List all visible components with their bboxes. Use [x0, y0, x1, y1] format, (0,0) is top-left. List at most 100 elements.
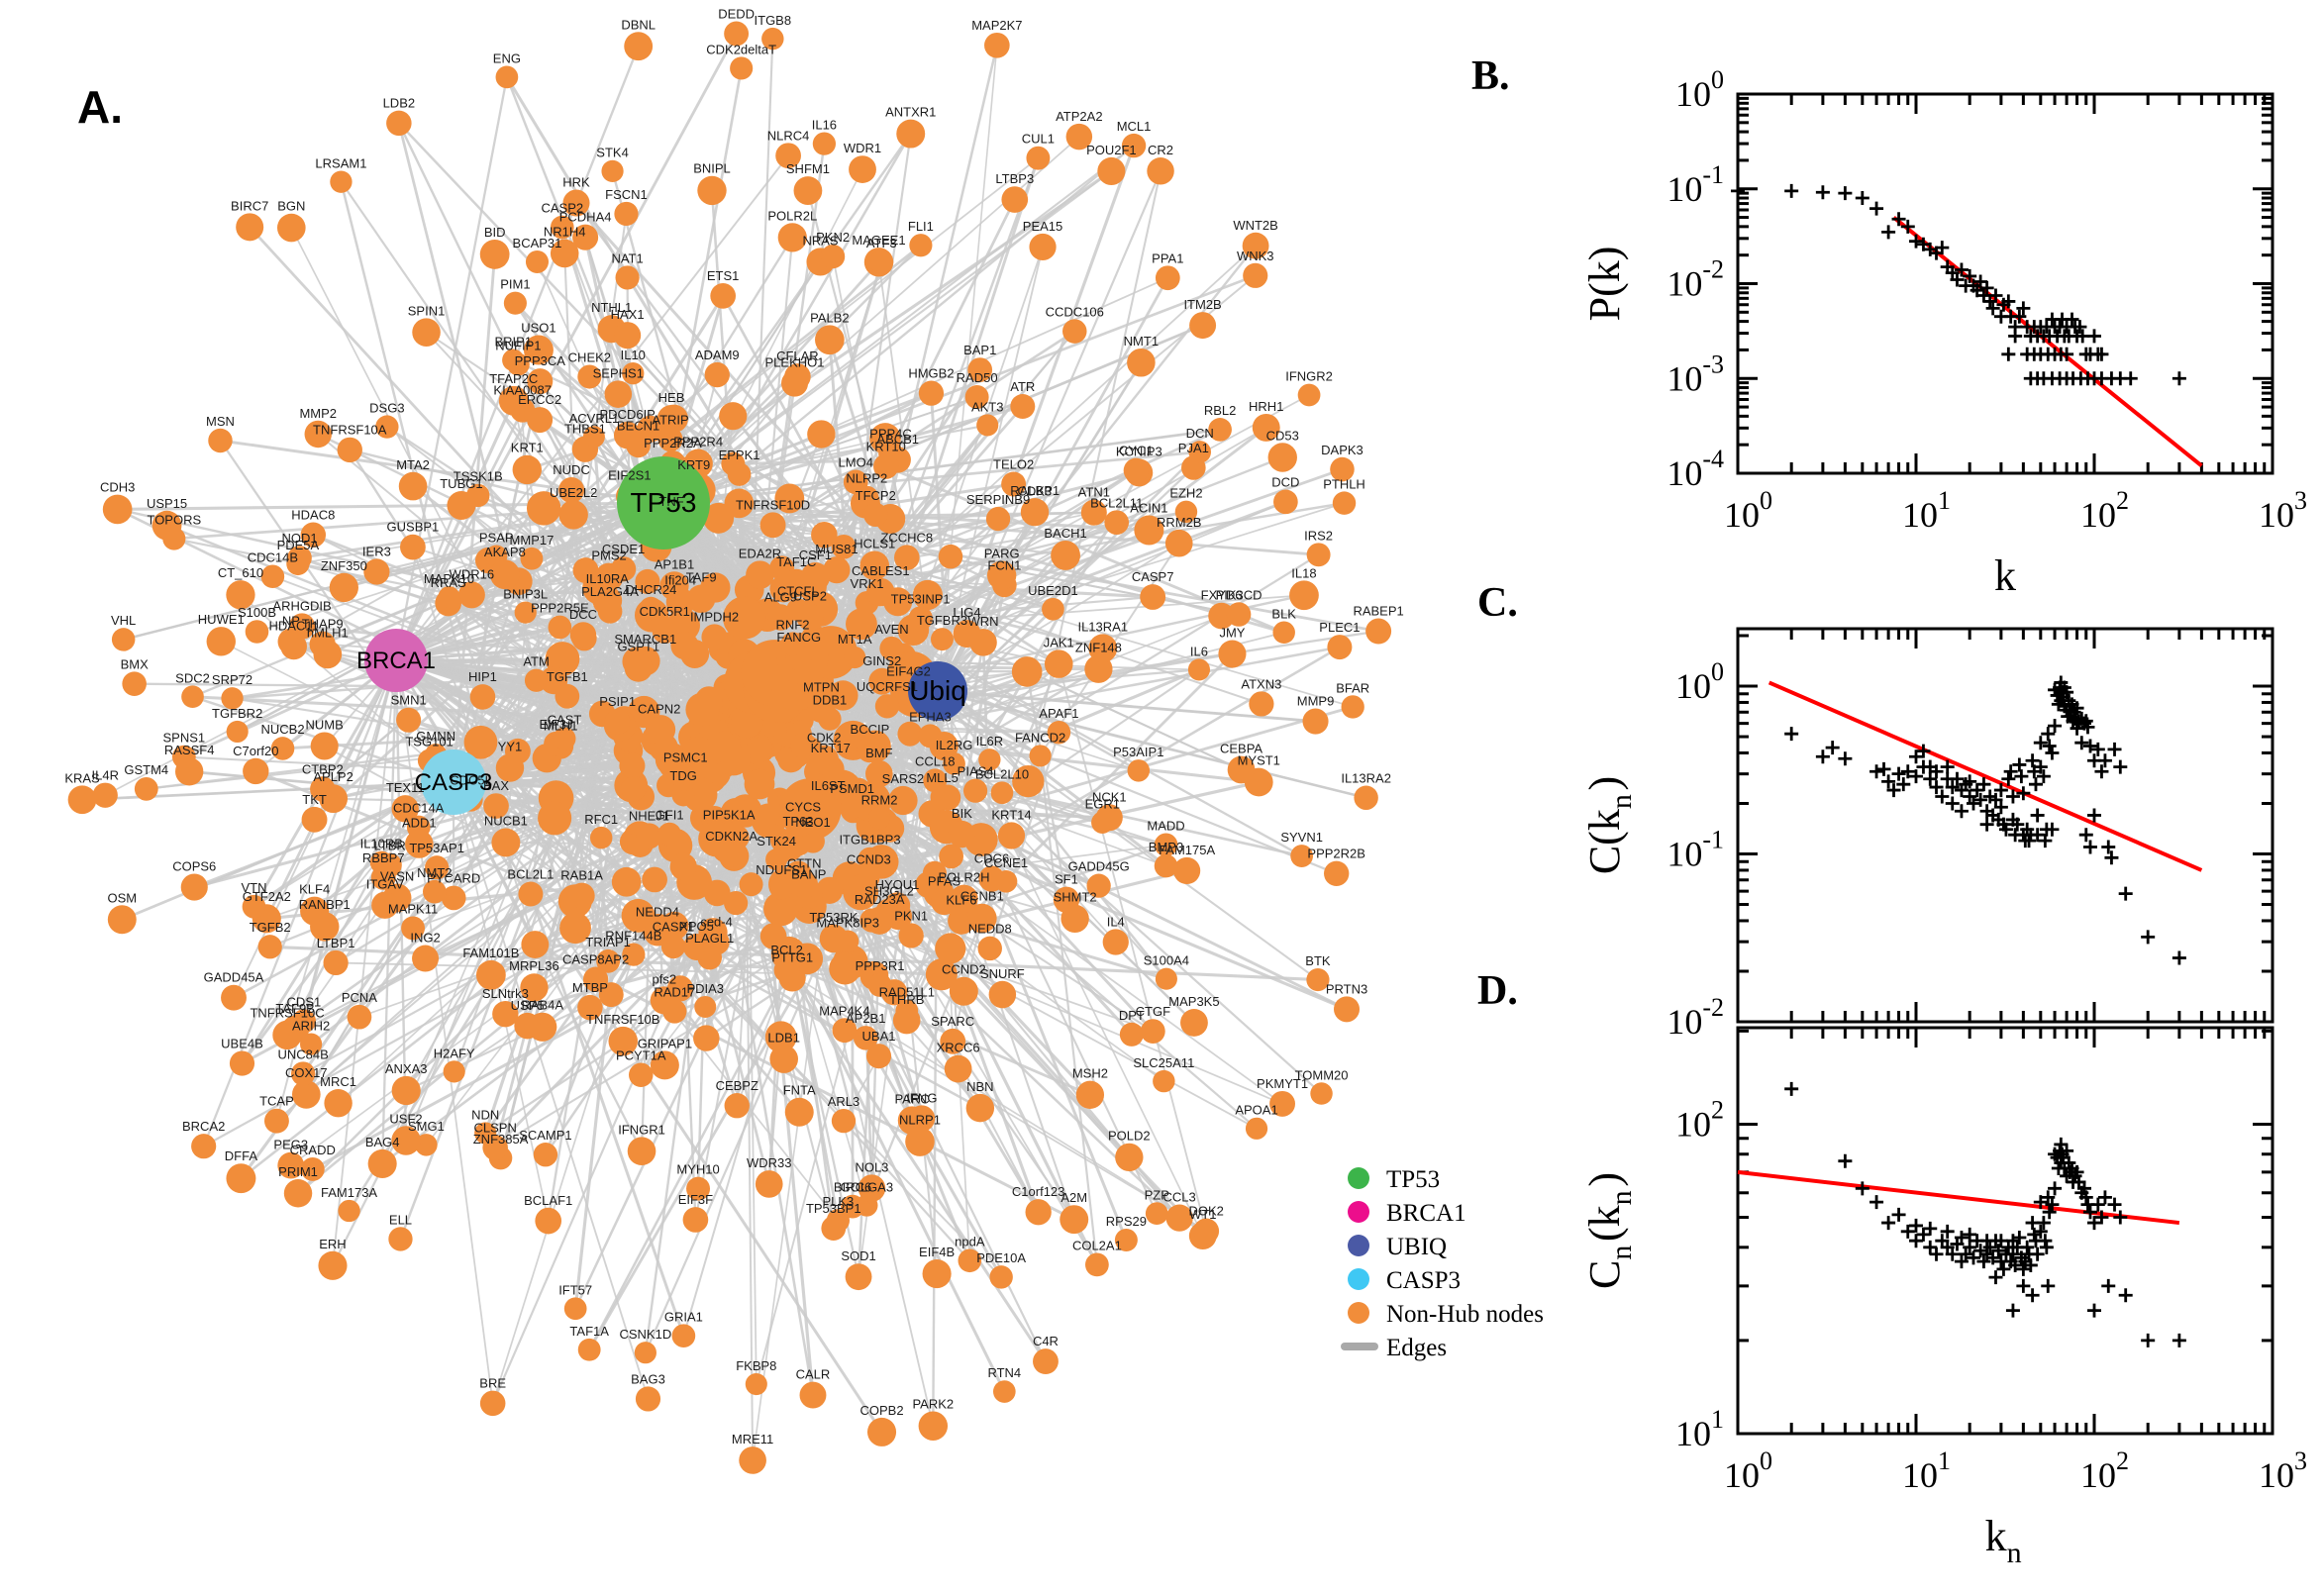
network-node: [1290, 845, 1314, 867]
node-label: IFNG: [906, 1090, 937, 1105]
network-node: [1297, 383, 1321, 407]
network-node: [858, 866, 880, 889]
y-tick-label: 10-1: [1666, 160, 1724, 209]
node-label: DCC: [569, 607, 597, 622]
data-point: [2030, 828, 2045, 843]
data-point: [1929, 780, 1944, 795]
node-label: RRM2: [861, 792, 898, 807]
network-node: [614, 201, 639, 227]
network-node: [703, 502, 735, 534]
data-point: [2001, 771, 2016, 786]
network-node: [152, 510, 182, 541]
network-node: [814, 792, 842, 821]
ubiq-legend-dot: [1348, 1235, 1369, 1256]
network-node: [898, 923, 924, 948]
node-label: RAD23A: [855, 892, 905, 907]
network-node: [948, 820, 976, 848]
data-point: [1954, 262, 1969, 277]
node-label: SF1: [1055, 872, 1078, 887]
network-node: [820, 244, 846, 269]
network-node: [796, 603, 824, 631]
node-label: HRK: [562, 174, 590, 189]
network-node: [226, 580, 255, 610]
node-label: PPP2R2A: [644, 436, 702, 450]
network-node: [784, 363, 811, 390]
network-edge: [395, 659, 494, 1404]
node-label: GADD45G: [1068, 859, 1130, 874]
hub-label-brca1: BRCA1: [356, 648, 436, 674]
network-node: [310, 732, 339, 760]
network-node: [1097, 156, 1126, 186]
network-node: [992, 1380, 1016, 1403]
node-label: PZP: [1145, 1187, 1169, 1202]
network-node: [527, 368, 554, 395]
node-label: LIG4: [953, 605, 980, 620]
network-node: [977, 936, 1002, 961]
network-node: [1134, 515, 1164, 546]
network-edge: [183, 658, 397, 758]
network-node: [527, 407, 554, 434]
network-edge: [394, 400, 516, 661]
node-label: SMN1: [391, 693, 427, 708]
data-point: [1900, 764, 1915, 779]
network-node: [1327, 635, 1353, 660]
node-label: PTTG1: [771, 949, 813, 964]
network-edge: [988, 732, 1060, 949]
node-label: HUWE1: [198, 612, 245, 627]
network-node: [555, 683, 580, 709]
node-label: S100B: [238, 605, 276, 620]
network-node: [624, 653, 653, 682]
node-label: BAG4: [365, 1135, 400, 1149]
node-label: PCNA: [342, 990, 377, 1005]
network-node: [774, 483, 805, 514]
data-point: [2005, 1303, 2020, 1318]
node-label: DPT: [1119, 1008, 1145, 1023]
data-point: [1916, 744, 1931, 758]
network-edge: [960, 834, 1128, 1242]
node-label: AKAP8: [484, 545, 526, 559]
network-node: [277, 1151, 305, 1179]
fit-line: [1737, 1169, 2180, 1226]
network-node: [1011, 656, 1043, 687]
network-node: [1140, 584, 1166, 610]
hub-node-tp53: [617, 456, 710, 549]
network-node: [764, 1021, 797, 1053]
node-label: IMPDH2: [690, 609, 739, 624]
data-point: [1988, 288, 2003, 303]
data-point: [2036, 769, 2051, 784]
network-edge: [662, 450, 1200, 505]
network-node: [777, 223, 807, 252]
data-point: [1923, 1221, 1938, 1236]
network-node: [843, 469, 868, 495]
network-node: [263, 1108, 289, 1134]
network-node: [180, 873, 208, 901]
node-label: TP63: [782, 814, 813, 829]
legend-label-ubiq: UBIQ: [1386, 1234, 1447, 1260]
node-label: AP1B1: [655, 556, 694, 571]
data-point: [2016, 1261, 2031, 1276]
node-label: GSTM4: [124, 762, 168, 777]
node-label: MRC1: [320, 1074, 356, 1089]
network-edge: [395, 658, 943, 976]
node-label: TOMM20: [1295, 1067, 1349, 1082]
network-node: [377, 852, 402, 877]
data-point: [2045, 822, 2060, 837]
node-label: CTTN: [787, 856, 822, 871]
node-label: AKT3: [971, 399, 1004, 414]
node-label: GFI1: [656, 808, 684, 823]
node-label: GRIPAP1: [638, 1036, 692, 1050]
node-label: UBE2D1: [1028, 583, 1078, 598]
network-edge: [697, 168, 863, 491]
network-node: [550, 215, 574, 240]
network-node: [300, 522, 327, 548]
network-node: [523, 335, 554, 365]
node-label: THRB: [889, 992, 924, 1007]
node-label: MAGEE1: [852, 233, 905, 248]
node-label: AP2B1: [846, 1011, 885, 1026]
node-label: HAX1: [611, 307, 645, 322]
node-label: SYVN1: [1280, 830, 1323, 845]
node-label: CDK2deltaT: [706, 42, 776, 56]
network-edge: [192, 501, 664, 698]
node-label: HIP1: [468, 669, 497, 684]
